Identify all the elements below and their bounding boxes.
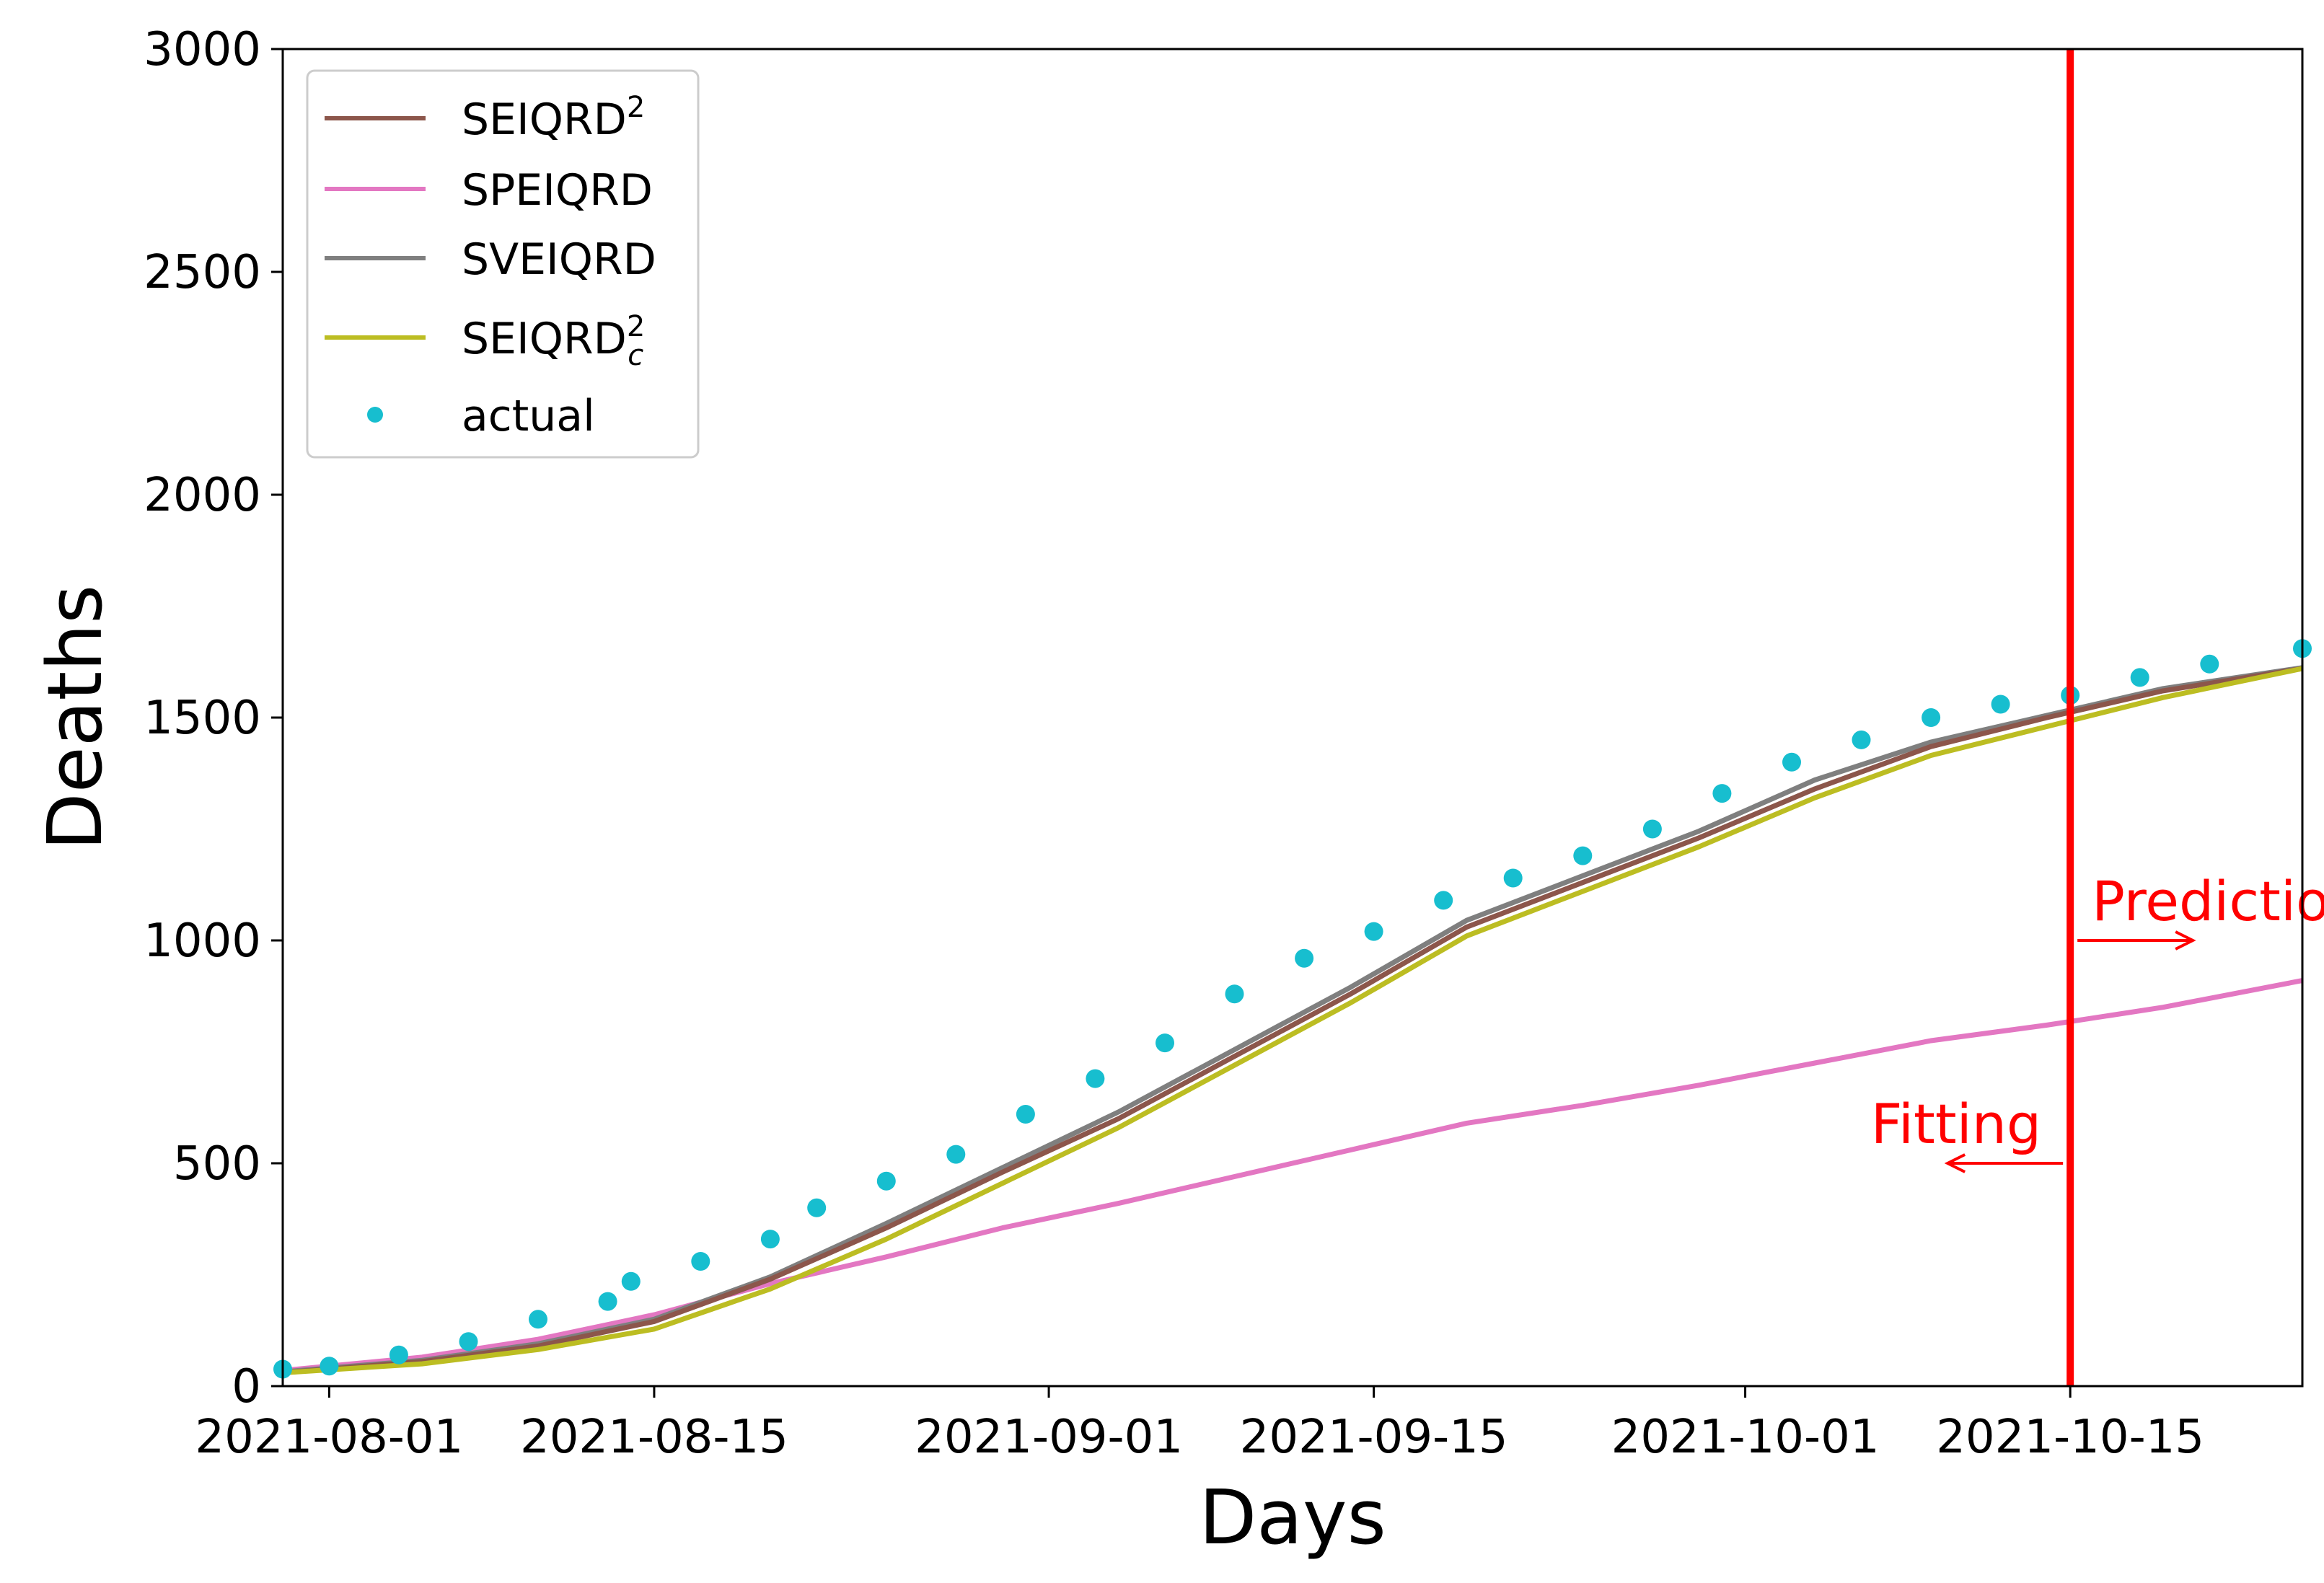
series-line-speiqrd [282,978,2303,1373]
series-line-seiqrd2c [282,666,2303,1375]
actual-point [1364,922,1383,941]
y-axis-ticks: 0 500 1000 1500 2000 2500 3000 [144,23,283,1414]
actual-point [760,1230,780,1249]
x-tick-label: 2021-09-15 [1240,1411,1508,1464]
actual-point [598,1292,617,1311]
legend-swatch-actual [367,407,383,423]
actual-point [1086,1069,1105,1088]
x-axis-ticks: 2021-08-01 2021-08-15 2021-09-01 2021-09-15… [195,1386,2204,1464]
actual-point [1573,846,1593,865]
x-tick-label: 2021-08-01 [195,1411,463,1464]
actual-point [2130,668,2149,687]
actual-point [1642,819,1662,839]
fitting-annotation: Fitting [1871,1092,2064,1173]
legend-label-speiqrd: SPEIQRD [462,165,653,216]
y-axis-label: Deaths [31,585,119,851]
y-tick-label: 2500 [144,246,261,299]
actual-point [621,1271,641,1291]
actual-point [1503,868,1523,888]
series-layer [282,665,2303,1375]
x-tick-label: 2021-09-01 [915,1411,1183,1464]
legend-label-sveiqrd: SVEIQRD [462,234,656,285]
x-tick-label: 2021-08-15 [520,1411,788,1464]
prediction-arrow-head [2175,930,2196,951]
y-tick-label: 0 [232,1360,261,1414]
actual-point [1225,984,1244,1004]
actual-point [1852,730,1871,749]
legend-label-seiqrd2c: SEIQRD2 c [462,310,645,372]
actual-point [1712,784,1732,803]
actual-point [1782,752,1801,772]
actual-point [389,1345,408,1364]
legend: SEIQRD2 SPEIQRD SVEIQRD SEIQRD2 c actual [306,69,700,459]
actual-point [459,1332,478,1351]
fitting-label: Fitting [1871,1092,2041,1156]
actual-point [1295,948,1314,968]
y-tick-label: 3000 [144,23,261,76]
series-line-seiqrd2 [282,666,2303,1375]
actual-point [1016,1105,1035,1124]
actual-point [1922,708,1941,727]
y-tick-label: 1000 [144,914,261,968]
legend-label-seiqrd2: SEIQRD2 [462,91,645,145]
actual-point [529,1310,547,1329]
y-tick-label: 500 [173,1137,261,1191]
x-tick-label: 2021-10-15 [1936,1411,2204,1464]
x-tick-label: 2021-10-01 [1611,1411,1880,1464]
prediction-label: Prediction [2092,869,2324,933]
actual-point [807,1198,827,1217]
actual-point [1156,1033,1174,1053]
actual-point [691,1252,710,1271]
actual-point [946,1145,966,1164]
y-tick-label: 1500 [144,692,261,745]
actual-point [1434,891,1453,910]
y-tick-label: 2000 [144,469,261,522]
x-axis-label: Days [1199,1473,1386,1561]
actual-point [876,1171,896,1191]
actual-point [1991,695,2010,714]
actual-point [320,1357,339,1376]
legend-box [306,69,700,459]
fitting-arrow-head [1944,1153,1966,1173]
actual-points [273,639,2312,1379]
actual-point [2200,654,2219,674]
prediction-annotation: Prediction [2077,869,2324,951]
legend-label-actual: actual [462,391,595,441]
